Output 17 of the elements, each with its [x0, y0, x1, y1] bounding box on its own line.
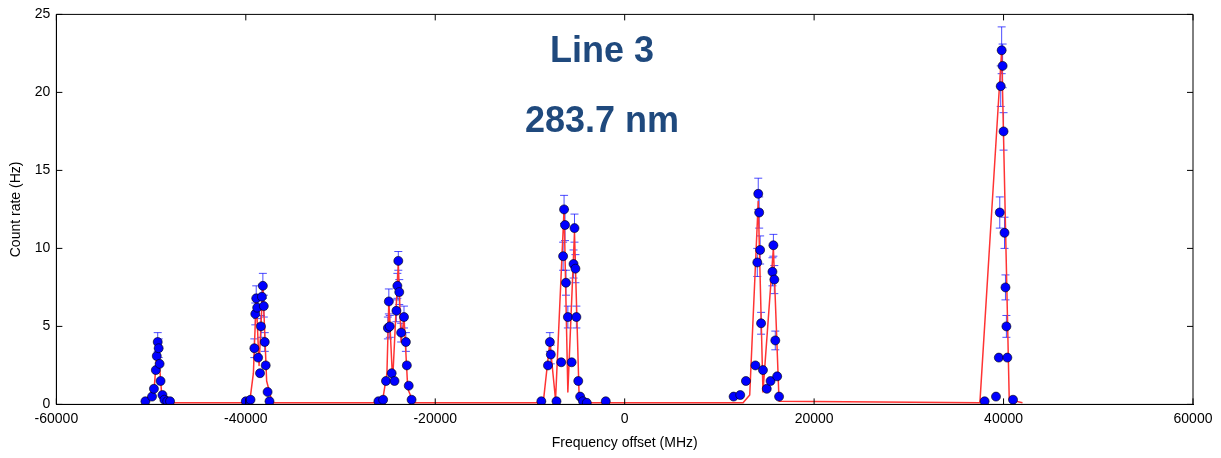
x-tick-label: -20000 [413, 409, 458, 426]
annotation: Line 3 [549, 29, 654, 71]
y-tick-label: 10 [34, 239, 51, 256]
x-axis-title: Frequency offset (MHz) [551, 434, 698, 451]
x-tick-label: -40000 [224, 409, 268, 426]
y-tick-label: 5 [42, 317, 51, 334]
x-tick-label: 40000 [984, 409, 1024, 426]
x-tick-label: 20000 [794, 409, 834, 426]
y-tick-label: 20 [34, 83, 51, 100]
x-tick-label: -60000 [34, 409, 79, 426]
y-tick-label: 15 [34, 161, 51, 178]
y-axis-title: Count rate (Hz) [7, 161, 24, 258]
annotation: 283.7 nm [524, 99, 679, 141]
x-tick-label: 60000 [1173, 409, 1213, 426]
y-tick-label: 0 [42, 395, 51, 412]
x-tick-label: 0 [620, 409, 629, 426]
y-tick-label: 25 [34, 5, 51, 22]
